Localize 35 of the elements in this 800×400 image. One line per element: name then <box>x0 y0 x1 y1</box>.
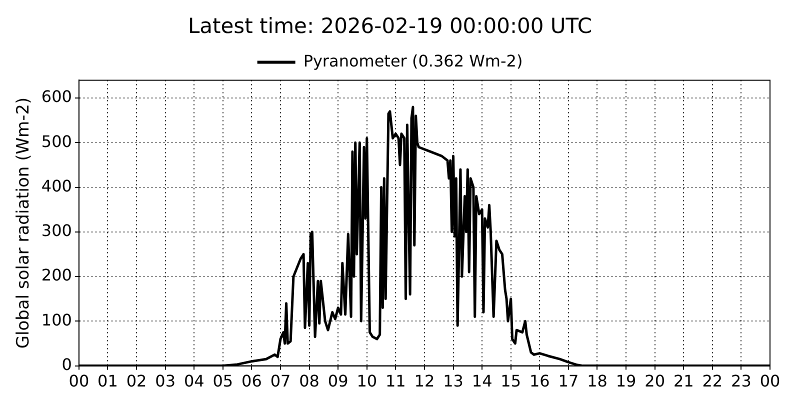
x-tick-label: 00 <box>760 372 780 391</box>
x-tick-label: 07 <box>270 372 291 391</box>
x-tick-label: 03 <box>155 372 176 391</box>
y-tick-label: 400 <box>41 176 72 196</box>
x-tick-label: 02 <box>126 372 147 391</box>
chart-title: Latest time: 2026-02-19 00:00:00 UTC <box>188 14 592 38</box>
x-tick-label: 10 <box>356 372 378 391</box>
x-tick-label: 21 <box>673 372 694 391</box>
x-tick-label: 14 <box>472 372 492 391</box>
x-tick-label: 19 <box>616 372 636 391</box>
x-tick-label: 15 <box>500 372 522 391</box>
y-tick-label: 100 <box>41 310 72 330</box>
y-tick-label: 500 <box>41 132 72 151</box>
x-tick-label: 20 <box>644 372 666 391</box>
y-tick-label: 0 <box>62 354 72 374</box>
x-tick-label: 11 <box>385 372 406 391</box>
y-tick-label: 200 <box>41 266 72 285</box>
x-tick-label: 06 <box>242 372 262 391</box>
x-tick-label: 08 <box>299 372 320 391</box>
y-axis-title: Global solar radiation (Wm-2) <box>14 97 34 349</box>
x-tick-label: 09 <box>328 372 348 391</box>
x-tick-label: 22 <box>702 372 723 391</box>
x-tick-label: 16 <box>529 372 550 391</box>
x-tick-label: 05 <box>212 372 234 391</box>
x-tick-label: 17 <box>558 372 579 391</box>
y-tick-label: 300 <box>41 221 72 240</box>
x-tick-label: 18 <box>587 372 608 391</box>
legend-label: Pyranometer (0.362 Wm-2) <box>303 51 523 70</box>
x-tick-label: 04 <box>184 372 204 391</box>
x-tick-label: 23 <box>731 372 752 391</box>
x-tick-label: 13 <box>443 372 464 391</box>
x-tick-label: 00 <box>68 372 90 391</box>
x-tick-label: 12 <box>414 372 435 391</box>
y-tick-label: 600 <box>41 87 72 106</box>
x-tick-label: 01 <box>98 372 118 391</box>
